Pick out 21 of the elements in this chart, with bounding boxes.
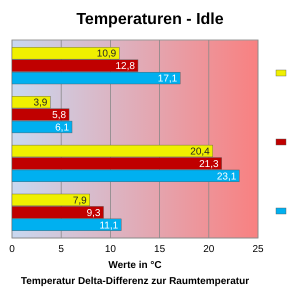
data-label: 23,1 [216,171,237,182]
data-label: 5,8 [52,110,67,122]
data-label: 7,9 [72,195,88,206]
x-tick-label: 10 [104,244,116,255]
data-label: 6,1 [55,122,70,134]
data-label: 9,3 [86,208,101,219]
data-label: 12,8 [115,61,136,72]
x-tick-label: 15 [154,244,166,255]
x-tick-label: 20 [203,244,215,255]
x-tick-label: 5 [58,244,64,255]
x-tick-label: 25 [252,244,264,255]
text: Temperatur Delta-Differenz zur Raumtemperatur [20,276,250,287]
chart-title: Temperaturen - Idle [76,11,224,28]
data-label: 11,1 [99,220,119,232]
data-label: 17,1 [158,74,178,85]
data-label: 10,9 [96,48,117,60]
x-axis-title: Werte in °C [108,260,162,271]
data-label: 21,3 [199,158,220,170]
data-label: 20,4 [190,146,210,158]
x-tick-label: 0 [9,244,16,255]
data-label: 3,9 [33,98,48,109]
